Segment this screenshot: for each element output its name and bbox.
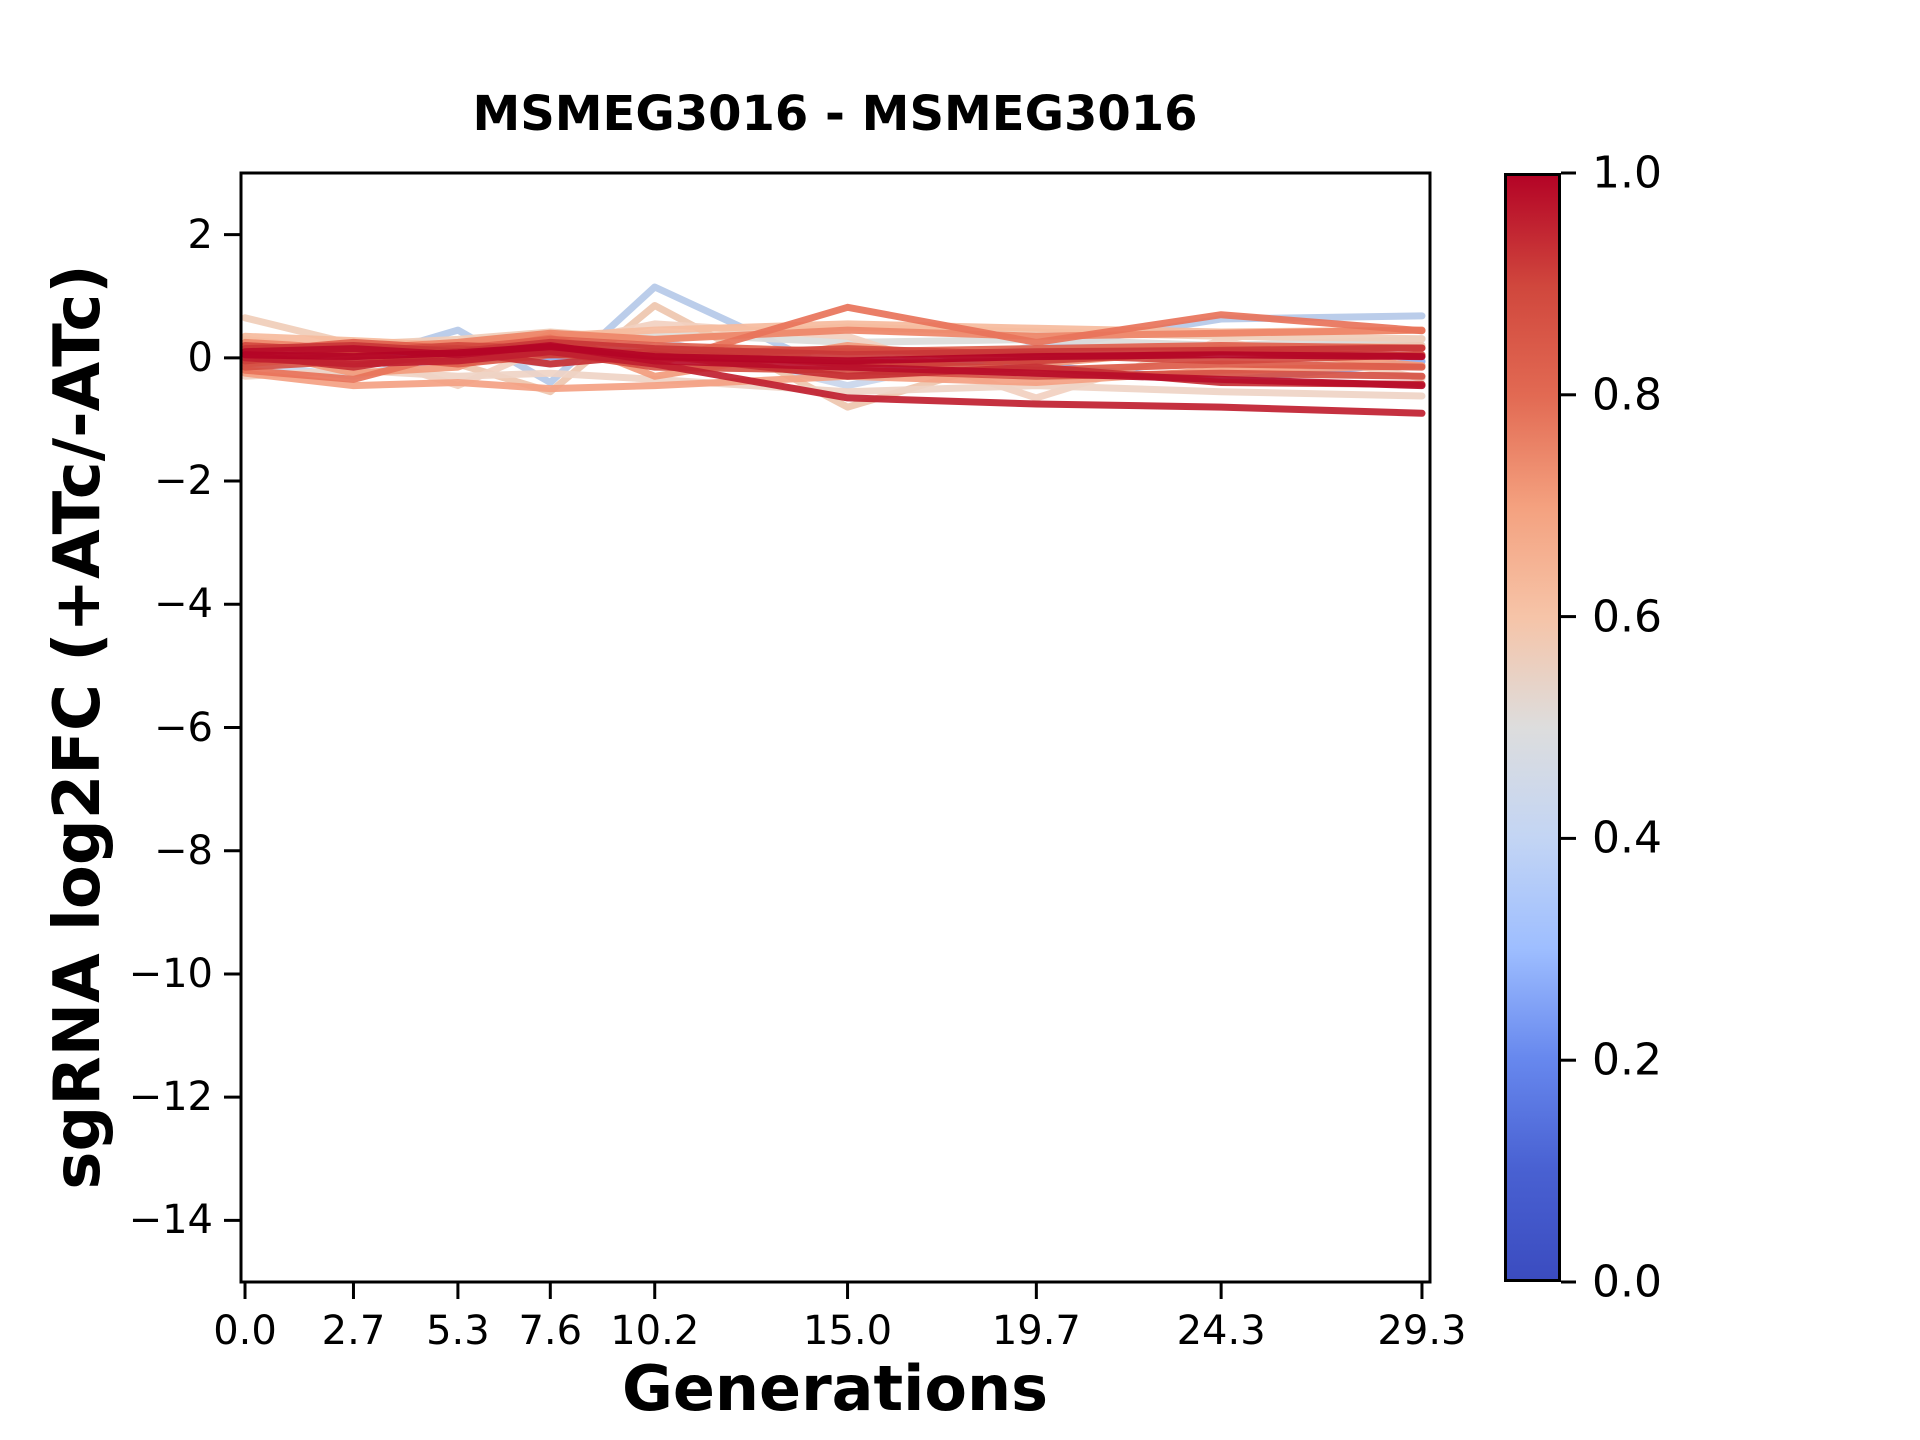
y-tick-label: −8 [154, 827, 213, 874]
colorbar-tick-label: 1.0 [1592, 147, 1662, 199]
colorbar-tick-label: 0.4 [1592, 812, 1662, 864]
colorbar [1504, 173, 1561, 1282]
sgrna-lines [241, 283, 1426, 417]
x-tick-label: 10.2 [610, 1308, 700, 1354]
colorbar-tick-label: 0.8 [1592, 369, 1662, 421]
x-tick-label: 0.0 [213, 1308, 277, 1354]
x-tick-label: 5.3 [426, 1308, 490, 1354]
y-tick-label: −12 [128, 1074, 213, 1121]
y-tick-label: −14 [128, 1197, 213, 1244]
x-tick-label: 15.0 [803, 1308, 893, 1354]
y-tick-label: 0 [187, 334, 213, 381]
colorbar-tick-label: 0.0 [1592, 1256, 1662, 1308]
colorbar-tick-label: 0.2 [1592, 1034, 1662, 1086]
colorbar-tick-label: 0.6 [1592, 591, 1662, 643]
y-tick-label: −2 [154, 458, 213, 505]
y-tick-label: −6 [154, 704, 213, 751]
x-tick-label: 24.3 [1176, 1308, 1266, 1354]
x-tick-label: 29.3 [1377, 1308, 1467, 1354]
x-tick-label: 7.6 [518, 1308, 583, 1354]
y-tick-label: −4 [154, 581, 213, 628]
y-tick-label: −10 [128, 950, 213, 997]
x-axis-label: Generations [621, 1352, 1049, 1425]
sgrna-line [241, 342, 1426, 390]
x-tick-label: 2.7 [321, 1308, 386, 1354]
y-tick-label: 2 [187, 211, 213, 258]
sgrna-line [241, 343, 1426, 365]
x-tick-label: 19.7 [991, 1308, 1081, 1354]
chart-title: MSMEG3016 - MSMEG3016 [472, 86, 1198, 142]
